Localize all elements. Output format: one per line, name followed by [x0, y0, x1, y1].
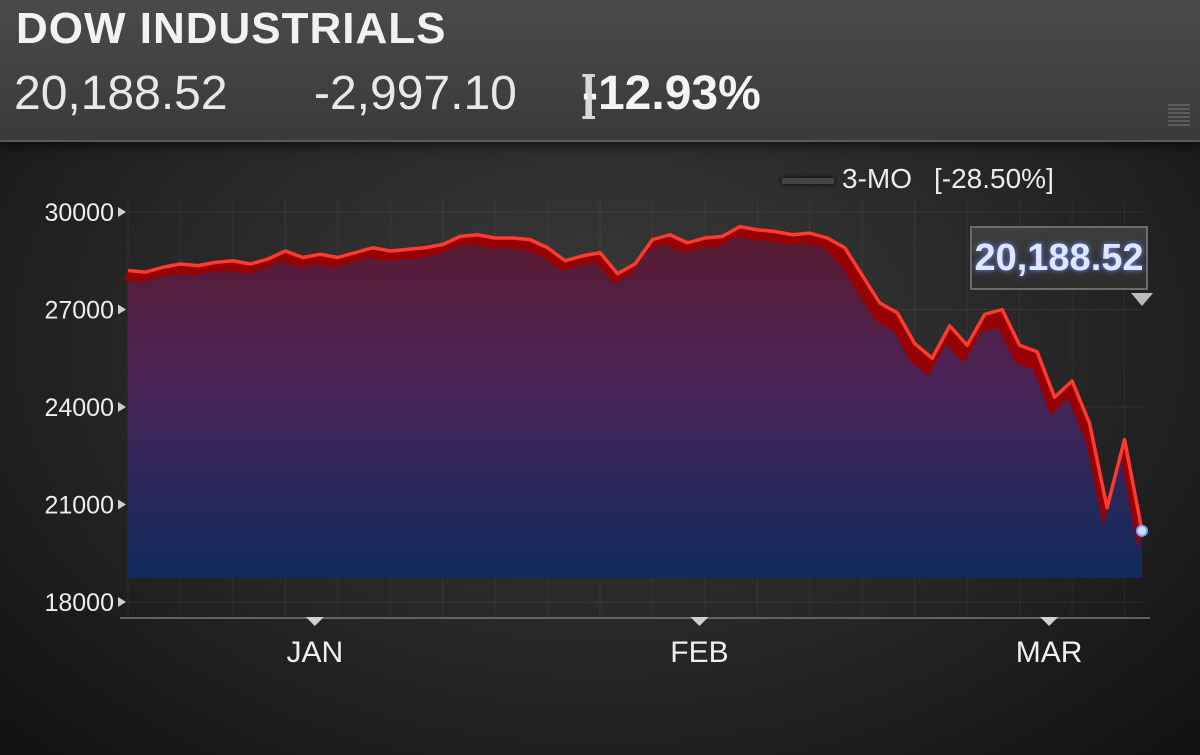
x-tick-mark: [305, 617, 324, 626]
last-price-callout: 20,188.52: [970, 226, 1148, 290]
last-price-marker: [1136, 524, 1148, 537]
y-tick-mark: [118, 402, 126, 412]
x-axis: JAN FEB MAR: [286, 617, 1082, 669]
legend-period-change: [-28.50%]: [934, 163, 1054, 194]
y-axis: 30000 27000 24000 21000 18000: [44, 199, 126, 617]
index-price: 20,188.52: [14, 67, 228, 120]
callout-pointer: [1131, 293, 1153, 306]
pct-open-bracket: [: [582, 67, 596, 120]
y-tick-label: 24000: [44, 394, 114, 422]
index-title: DOW INDUSTRIALS: [16, 4, 447, 53]
x-tick-mark: [1040, 617, 1059, 626]
y-tick-mark: [118, 499, 126, 510]
y-tick-label: 18000: [44, 589, 114, 617]
pct-close-bracket: ]: [582, 67, 596, 120]
x-tick-label: FEB: [670, 636, 728, 669]
y-tick-mark: [118, 207, 126, 217]
y-tick-label: 30000: [44, 199, 114, 227]
x-tick-label: JAN: [286, 636, 343, 669]
pct-value: -12.93%: [582, 67, 761, 120]
y-tick-label: 21000: [44, 492, 114, 520]
chart-legend: 3-MO [-28.50%]: [782, 163, 1054, 195]
legend-swatch: [782, 177, 834, 184]
y-tick-mark: [118, 597, 126, 607]
legend-period: 3-MO: [842, 163, 912, 194]
index-change: -2,997.10: [314, 67, 517, 120]
x-tick-mark: [690, 617, 709, 626]
network-bug-icon: [1168, 104, 1190, 126]
price-line: [127, 224, 1144, 532]
x-tick-label: MAR: [1016, 636, 1083, 669]
y-tick-mark: [118, 304, 126, 315]
y-tick-label: 27000: [44, 297, 114, 325]
ticker-header: DOW INDUSTRIALS 20,188.52 -2,997.10 [-12…: [0, 0, 1200, 142]
